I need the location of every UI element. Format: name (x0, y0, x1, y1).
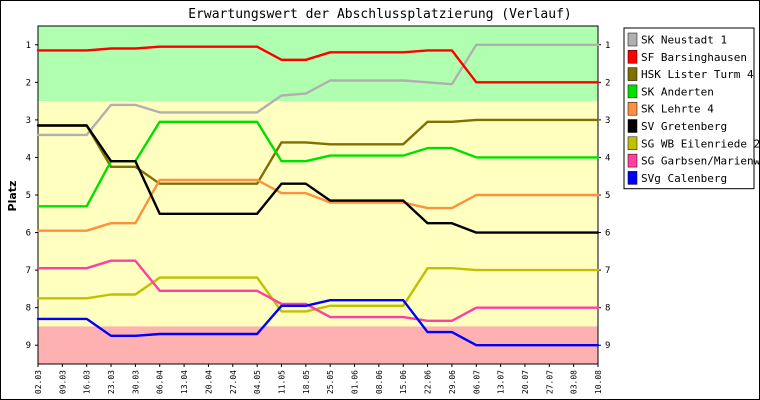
legend-label-3: SK Anderten (641, 85, 714, 98)
legend-label-7: SG Garbsen/Marienw (641, 155, 760, 168)
y-tick-label-right: 7 (605, 266, 610, 276)
x-tick-label: 27.07 (545, 370, 554, 394)
legend-swatch-2 (627, 67, 638, 81)
x-tick-label: 06.04 (156, 370, 165, 394)
legend-label-0: SK Neustadt 1 (641, 34, 727, 47)
y-tick-label-left: 8 (26, 304, 31, 314)
y-tick-label-right: 1 (605, 41, 610, 51)
series-line-7 (36, 259, 600, 322)
legend-swatch-1 (627, 50, 638, 64)
x-tick-label: 01.06 (351, 370, 360, 394)
x-tick-label: 18.05 (302, 370, 311, 394)
band-0 (38, 26, 598, 102)
y-tick-label-left: 3 (26, 116, 31, 126)
series-lines (36, 43, 600, 347)
y-tick-label-right: 4 (605, 153, 610, 163)
x-tick-label: 03.08 (570, 370, 579, 394)
y-tick-label-right: 9 (605, 341, 610, 351)
y-tick-label-right: 3 (605, 116, 610, 126)
y-tick-label-right: 8 (605, 304, 610, 314)
y-tick-label-left: 9 (26, 341, 31, 351)
legend-label-5: SV Gretenberg (641, 120, 727, 133)
y-tick-label-right: 5 (605, 191, 610, 201)
x-tick-label: 23.03 (107, 370, 116, 394)
y-tick-label-right: 6 (605, 229, 610, 239)
y-tick-label-left: 4 (26, 153, 31, 163)
y-tick-label-left: 5 (26, 191, 31, 201)
x-tick-label: 27.04 (229, 370, 238, 394)
legend-label-1: SF Barsinghausen (641, 51, 747, 64)
x-tick-label: 22.06 (424, 370, 433, 394)
x-tick-label: 20.04 (204, 370, 213, 394)
legend-swatch-8 (627, 171, 638, 185)
y-tick-label-left: 6 (26, 229, 31, 239)
x-tick-label: 11.05 (277, 370, 286, 394)
series-line-1 (36, 45, 600, 84)
plot-bands (38, 26, 598, 364)
x-tick-label: 30.03 (131, 370, 140, 394)
x-tick-label: 16.03 (83, 370, 92, 394)
x-tick-label: 10.08 (594, 370, 603, 394)
series-line-4 (36, 178, 600, 232)
legend-label-6: SG WB Eilenriede 2 (641, 137, 760, 150)
legend-swatch-0 (627, 32, 638, 47)
x-tick-label: 25.05 (326, 370, 335, 394)
x-tick-label: 20.07 (521, 370, 530, 394)
x-tick-label: 09.03 (58, 370, 67, 394)
x-tick-label: 08.06 (375, 370, 384, 394)
legend-swatch-3 (627, 84, 638, 99)
y-axis-label: Platz (6, 181, 19, 212)
x-tick-label: 02.03 (34, 370, 43, 394)
y-tick-label-left: 2 (26, 78, 31, 88)
x-tick-label: 06.07 (472, 370, 481, 394)
legend-label-8: SVg Calenberg (641, 172, 727, 185)
y-tick-label-right: 2 (605, 78, 610, 88)
legend-box (623, 27, 755, 190)
legend-label-2: HSK Lister Turm 4 (641, 68, 754, 81)
band-1 (38, 101, 598, 327)
legend-swatch-6 (627, 136, 638, 151)
x-tick-label: 13.07 (497, 370, 506, 394)
legend-swatch-7 (627, 153, 638, 168)
y-tick-label-left: 1 (26, 41, 31, 51)
x-tick-label: 04.05 (253, 370, 262, 394)
series-line-0 (36, 43, 600, 137)
x-tick-label: 15.06 (399, 370, 408, 394)
series-line-2 (36, 118, 600, 185)
x-tick-label: 29.06 (448, 370, 457, 394)
legend-label-4: SK Lehrte 4 (641, 103, 714, 116)
legend-swatch-5 (627, 119, 638, 133)
chart-title: Erwartungswert der Abschlussplatzierung … (188, 7, 572, 22)
x-tick-label: 13.04 (180, 370, 189, 394)
series-line-5 (36, 124, 600, 234)
legend-swatch-4 (627, 101, 638, 116)
legend: SK Neustadt 1 SF Barsinghausen HSK Lister … (623, 27, 760, 190)
series-line-8 (36, 299, 600, 347)
series-line-6 (36, 267, 600, 313)
y-tick-label-left: 7 (26, 266, 31, 276)
